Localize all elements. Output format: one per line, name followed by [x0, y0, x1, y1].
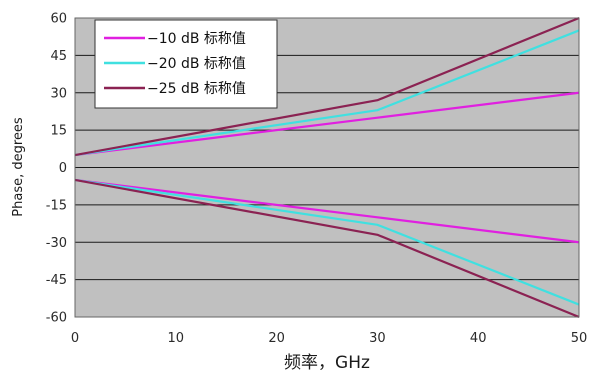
- y-tick-label: 45: [50, 49, 67, 64]
- x-tick-label: 10: [168, 331, 185, 346]
- y-tick-label: -30: [46, 236, 67, 251]
- y-tick-label: 0: [59, 161, 67, 176]
- y-tick-label: 15: [50, 124, 67, 139]
- y-tick-label: 60: [50, 12, 67, 27]
- series-line-6: [74, 178, 580, 319]
- series-line-2: [74, 29, 580, 157]
- y-axis-title: Phase, degrees: [11, 117, 26, 217]
- x-tick-label: 0: [71, 331, 79, 346]
- x-axis-title: 频率，GHz: [284, 353, 370, 373]
- x-tick-label: 40: [470, 331, 487, 346]
- y-tick-labels: -60 -45 -30 -15 0 15 30 45 60: [46, 12, 67, 326]
- x-tick-labels: 0 10 20 30 40 50: [71, 331, 587, 346]
- x-tick-label: 20: [268, 331, 285, 346]
- y-tick-label: -45: [46, 273, 67, 288]
- series-line-5: [74, 178, 580, 306]
- series-lines: [74, 16, 580, 319]
- y-tick-label: 30: [50, 86, 67, 101]
- series-line-3: [74, 16, 580, 157]
- plot-border: [74, 17, 580, 318]
- y-tick-label: -15: [46, 198, 67, 213]
- legend: −10 dB 标称值 −20 dB 标称值 −25 dB 标称值: [94, 19, 278, 109]
- series-line-4: [74, 178, 580, 244]
- legend-label: −10 dB 标称值: [147, 31, 246, 47]
- legend-label: −20 dB 标称值: [147, 56, 246, 72]
- series-line-1: [74, 91, 580, 157]
- x-tick-label: 50: [571, 331, 588, 346]
- x-tick-label: 30: [369, 331, 386, 346]
- legend-label: −25 dB 标称值: [147, 81, 246, 97]
- y-tick-label: -60: [46, 311, 67, 326]
